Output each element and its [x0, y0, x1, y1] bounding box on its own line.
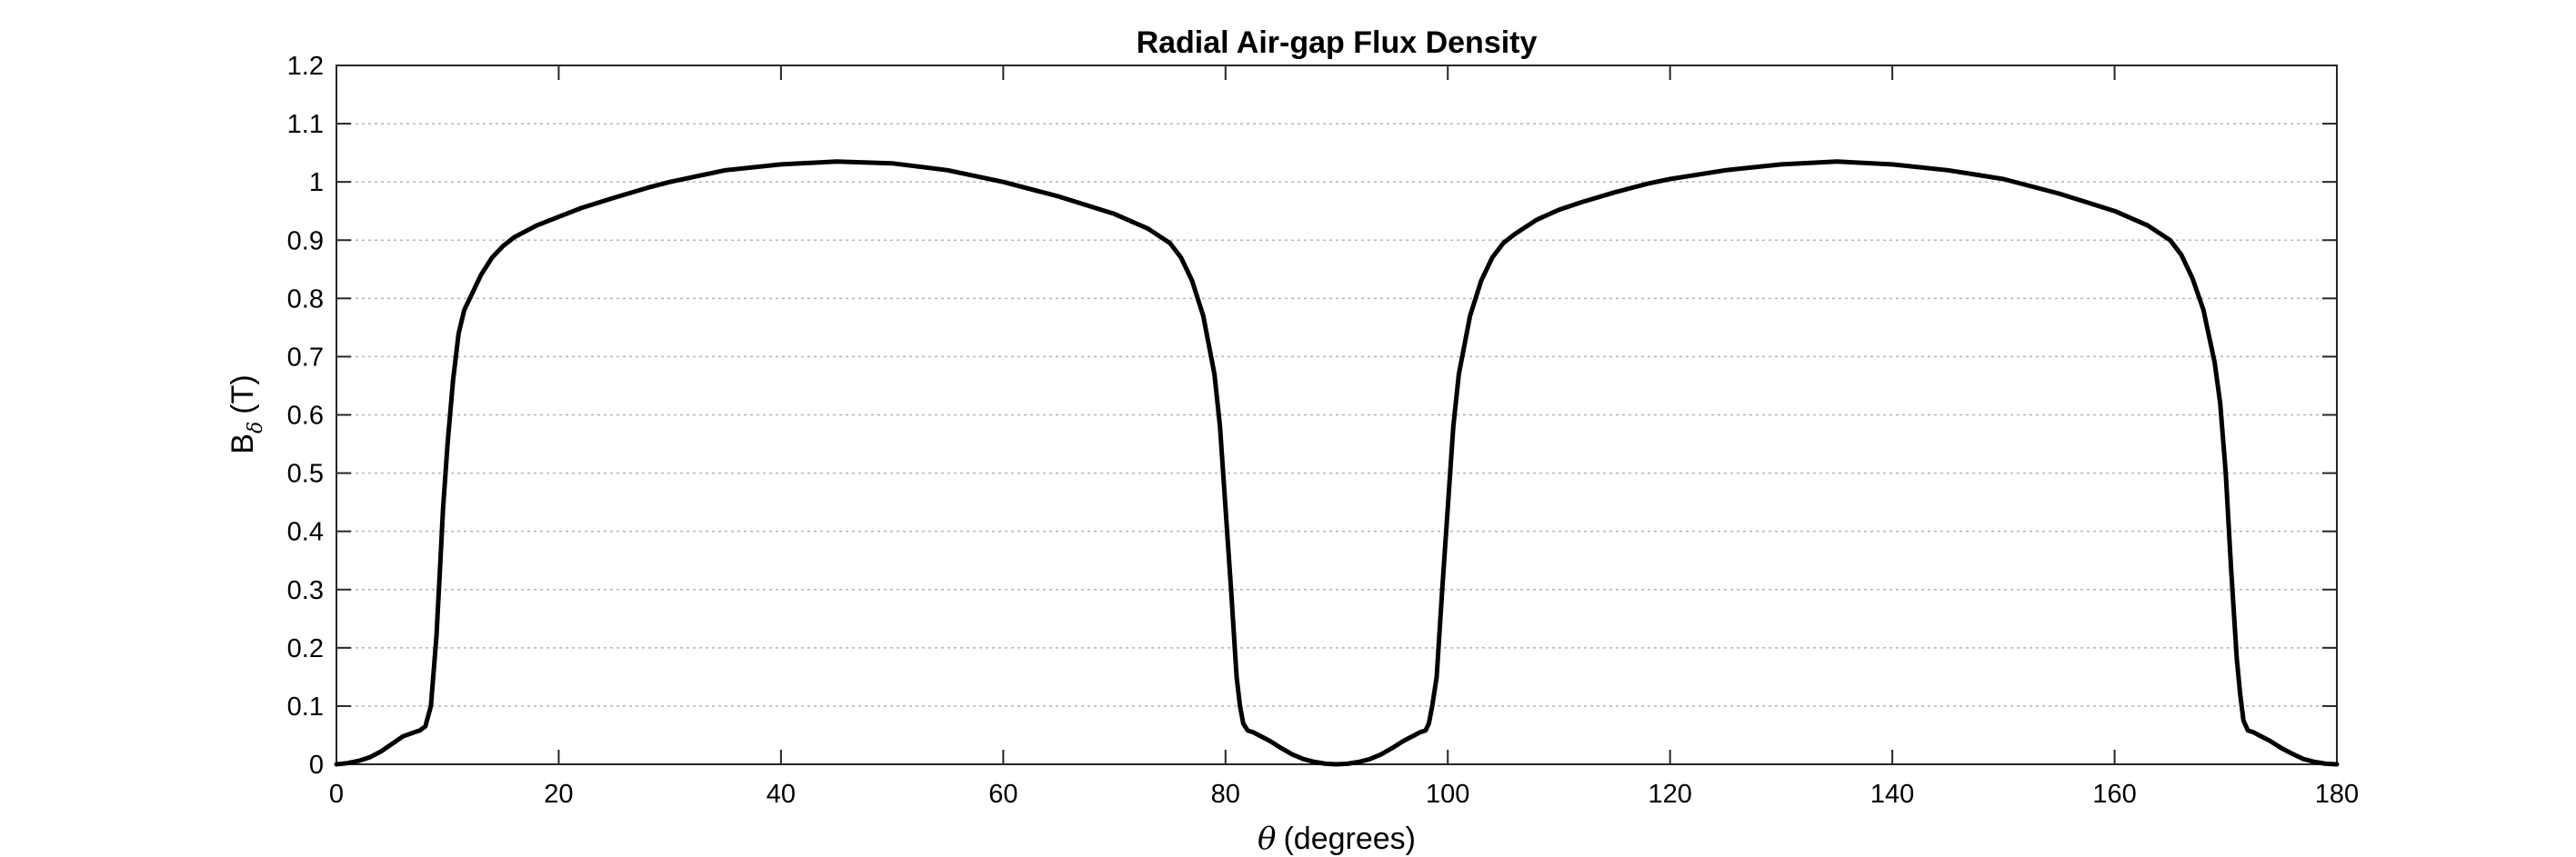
- chart-title: Radial Air-gap Flux Density: [1137, 25, 1538, 60]
- y-axis-symbol: B: [226, 433, 260, 454]
- axis-ticks: 0 0.1 0.2 0.3 0.4 0.5 0.6 0.7 0.8 0.9 1 1.1 1.2 0 20 40…: [287, 52, 2360, 809]
- y-tick-label: 0.1: [287, 693, 324, 722]
- y-axis-unit: (T): [226, 374, 260, 414]
- x-tick-label: 80: [1211, 780, 1240, 809]
- y-tick-label: 0.7: [287, 343, 324, 372]
- y-tick-label: 0.8: [287, 284, 324, 314]
- y-tick-label: 0.9: [287, 226, 324, 255]
- y-tick-label: 0.2: [287, 634, 324, 663]
- x-tick-label: 60: [988, 780, 1017, 809]
- x-axis-unit: (degrees): [1283, 822, 1416, 856]
- y-tick-label: 0: [309, 751, 324, 780]
- y-tick-label: 0.5: [287, 460, 324, 489]
- x-tick-label: 160: [2092, 780, 2136, 809]
- y-tick-label: 0.6: [287, 402, 324, 431]
- series-layer: [334, 159, 2340, 767]
- x-tick-label: 0: [329, 780, 344, 809]
- y-tick-label: 0.3: [287, 576, 324, 605]
- x-axis-label: θ (degrees): [1258, 821, 1416, 857]
- y-tick-label: 1.1: [287, 110, 324, 139]
- x-tick-label: 180: [2315, 780, 2359, 809]
- x-tick-label: 40: [767, 780, 796, 809]
- x-tick-label: 120: [1648, 780, 1691, 809]
- y-axis-label: Bδ (T): [226, 374, 267, 453]
- y-axis-subscript: δ: [245, 422, 267, 433]
- x-tick-label: 20: [544, 780, 573, 809]
- x-tick-label: 100: [1426, 780, 1469, 809]
- y-tick-label: 1.2: [287, 52, 324, 81]
- y-tick-label: 0.4: [287, 518, 324, 547]
- x-axis-symbol: θ: [1258, 821, 1276, 857]
- y-tick-label: 1: [309, 168, 324, 197]
- x-tick-label: 140: [1870, 780, 1914, 809]
- flux-density-line: [334, 159, 2340, 767]
